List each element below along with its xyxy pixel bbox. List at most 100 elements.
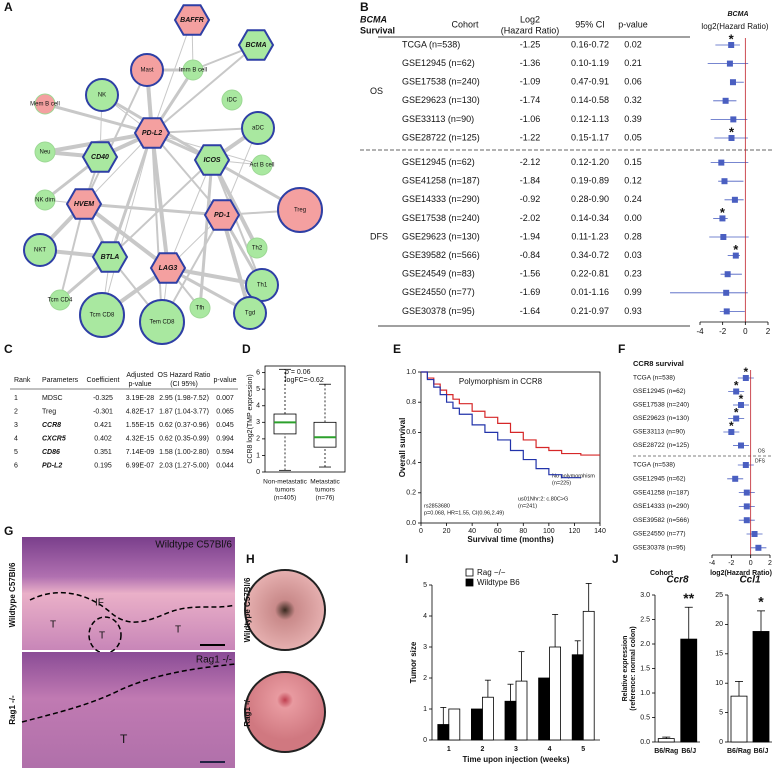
y-tick-label: 1 xyxy=(256,452,260,459)
node-label: NK xyxy=(98,93,106,99)
network-node xyxy=(182,59,204,81)
legend-label: No polymorphism xyxy=(552,473,595,479)
panel-letter: H xyxy=(246,552,255,566)
table-cell: MDSC xyxy=(42,395,63,402)
table-cell: 0.12-1.13 xyxy=(571,114,609,124)
table-cell: -2.12 xyxy=(520,157,541,167)
node-label: Mast xyxy=(140,68,153,74)
node-label: BCMA xyxy=(246,42,267,49)
node-label: NK dim xyxy=(35,198,55,204)
x-tick-label: 3 xyxy=(514,746,518,753)
x-tick-label: 5 xyxy=(581,746,585,753)
y-tick-label: 3 xyxy=(423,644,427,651)
network-edge xyxy=(109,159,213,258)
node-label: Tem CD8 xyxy=(149,320,175,326)
panel-letter: F xyxy=(618,342,625,356)
node-label: Imm B cell xyxy=(179,68,207,74)
node-label: iDC xyxy=(227,98,238,104)
significance-star: * xyxy=(729,31,735,46)
table-cell: 2.03 (1.27-5.00) xyxy=(159,462,209,469)
network-node xyxy=(34,141,56,163)
network-node xyxy=(49,289,71,311)
box xyxy=(313,421,337,448)
table-cell: -1.94 xyxy=(520,231,541,241)
network-edge xyxy=(151,132,223,216)
bar xyxy=(470,708,483,741)
region-label: T xyxy=(175,625,181,636)
node-label: CD40 xyxy=(91,154,109,161)
network-edge xyxy=(167,159,213,269)
annotation: rs2853680 xyxy=(424,503,450,509)
table-header: Rank xyxy=(14,377,31,384)
histology-image xyxy=(22,537,235,650)
x-tick-label: 2 xyxy=(766,327,771,336)
cohort: GSE29623 (n=130) xyxy=(402,231,480,241)
bar xyxy=(549,646,561,741)
table-cell: 0.15-1.17 xyxy=(571,132,609,142)
table-cell: 0.39 xyxy=(624,114,642,124)
survival-curve xyxy=(421,371,581,479)
network-node xyxy=(277,187,323,233)
cohort: GSE14333 (n=290) xyxy=(633,503,689,510)
legend-label: Rag −/− xyxy=(477,568,506,577)
table-cell: 0.05 xyxy=(624,132,642,142)
network-edge xyxy=(83,202,223,217)
tumor-border xyxy=(29,592,236,623)
panel-letter: D xyxy=(242,342,251,356)
cohort: GSE30378 (n=95) xyxy=(402,306,475,316)
x-axis-label: log2(Hazard Ratio) xyxy=(710,570,772,577)
table-cell: CXCR5 xyxy=(42,435,66,442)
table-cell: -1.36 xyxy=(520,58,541,68)
table-cell: 0.402 xyxy=(94,435,112,442)
network-edge xyxy=(83,132,153,205)
network-edge xyxy=(151,44,257,134)
network-node xyxy=(130,53,164,87)
panel-letter: B xyxy=(360,0,369,14)
x-tick-label: 0 xyxy=(419,528,423,535)
y-tick-label: 0 xyxy=(719,739,723,746)
y-tick-label: 0.0 xyxy=(406,520,416,527)
bar xyxy=(504,700,517,741)
table-header: (Hazard Ratio) xyxy=(501,25,560,35)
panel-letter: E xyxy=(393,342,401,356)
cohort: GSE17538 (n=240) xyxy=(402,213,480,223)
y-tick-label: 0.2 xyxy=(406,490,416,497)
node-label: Th2 xyxy=(252,246,263,252)
network-node xyxy=(241,111,275,145)
table-cell: 0.065 xyxy=(216,408,234,415)
panel-g: Wildtype C57Bl/6 Rag1 -/- IF T T T T Wil… xyxy=(8,537,236,768)
table-cell: 6.99E-07 xyxy=(126,462,155,469)
y-axis-label: Cohort xyxy=(650,570,674,577)
cohort: GSE24549 (n=83) xyxy=(402,269,475,279)
y-tick-label: 25 xyxy=(715,592,723,599)
table-header: Adjusted xyxy=(126,372,153,379)
legend-swatch xyxy=(465,578,474,587)
network-edge xyxy=(151,132,163,323)
table-cell: 0.351 xyxy=(94,449,112,456)
y-tick-label: 0.6 xyxy=(406,429,416,436)
table-cell: -1.69 xyxy=(520,287,541,297)
y-tick-label: 0.0 xyxy=(640,739,650,746)
table-cell: PD-L2 xyxy=(42,462,62,469)
bar xyxy=(437,724,450,741)
node-label: Mem B cell xyxy=(30,102,60,108)
y-axis-label: Relative expression xyxy=(622,636,629,702)
group-label: OS xyxy=(370,86,383,96)
bar xyxy=(515,680,528,741)
annotation: logFC=-0.62 xyxy=(285,377,324,384)
panel-letter: G xyxy=(4,524,13,538)
table-header: p-value xyxy=(129,381,152,388)
table-cell: -0.92 xyxy=(520,194,541,204)
cohort: GSE39582 (n=566) xyxy=(402,250,480,260)
bar xyxy=(680,638,698,743)
table-cell: -1.06 xyxy=(520,114,541,124)
node-label: aDC xyxy=(252,126,265,132)
table-cell: 5 xyxy=(14,449,18,456)
cohort: GSE12945 (n=62) xyxy=(633,388,686,395)
table-cell: 0.19-0.89 xyxy=(571,176,609,186)
x-tick-label: 20 xyxy=(443,528,451,535)
annotation: p = 0.06 xyxy=(285,369,311,376)
cohort: GSE41258 (n=187) xyxy=(402,176,480,186)
cohort: GSE17538 (n=240) xyxy=(633,402,689,409)
cohort: TCGA (n=538) xyxy=(402,39,460,49)
